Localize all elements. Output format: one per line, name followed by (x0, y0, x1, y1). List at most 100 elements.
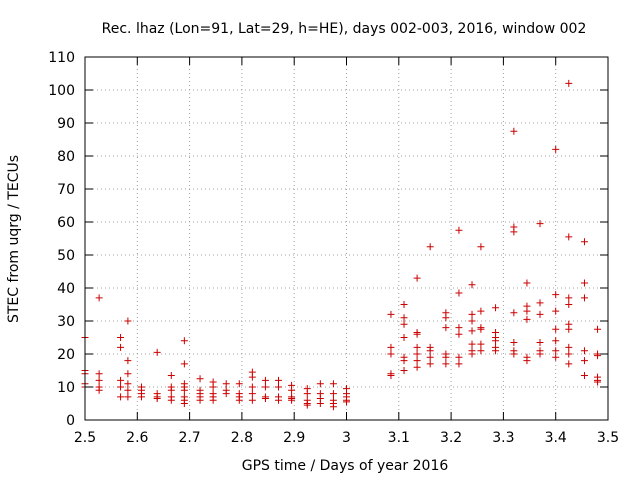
data-point (117, 383, 125, 391)
data-point (510, 350, 518, 358)
data-point (492, 337, 500, 345)
data-point (95, 376, 103, 384)
axis-ticks (84, 56, 609, 421)
data-point (565, 301, 573, 308)
data-point (275, 383, 283, 391)
data-point (196, 375, 204, 383)
data-point (137, 393, 145, 401)
data-point (523, 357, 531, 365)
data-point (209, 383, 217, 391)
y-tick-label: 70 (57, 182, 75, 198)
data-point (536, 310, 544, 318)
data-point (455, 226, 463, 234)
data-point (426, 360, 434, 368)
data-point (565, 233, 573, 241)
x-tick-label: 2.8 (231, 430, 253, 446)
grid-lines (85, 57, 608, 420)
data-point (180, 400, 188, 407)
data-point (536, 299, 544, 307)
data-point (413, 330, 421, 338)
data-point (594, 378, 602, 386)
y-tick-label: 50 (57, 248, 75, 264)
data-point (455, 324, 463, 332)
data-point (400, 301, 408, 308)
data-point (492, 304, 500, 312)
data-point (536, 338, 544, 346)
data-point (261, 376, 269, 384)
data-point (477, 307, 485, 315)
data-point (329, 380, 337, 388)
data-point (95, 370, 103, 378)
data-point (565, 325, 573, 333)
data-point (117, 343, 125, 351)
data-point (248, 373, 256, 381)
data-point (316, 380, 324, 388)
x-tick-label: 2.7 (178, 430, 200, 446)
data-point (523, 307, 531, 315)
x-tick-labels: 2.5 2.6 2.7 2.8 2.9 3 3.1 3.2 3.3 3.4 3.5 (74, 430, 619, 446)
data-point (261, 395, 269, 403)
data-point (413, 350, 421, 358)
data-point (124, 393, 132, 401)
data-point (329, 390, 337, 398)
data-point (455, 353, 463, 361)
data-point (552, 353, 560, 361)
x-tick-label: 2.9 (283, 430, 305, 446)
data-point (552, 325, 560, 333)
data-point (580, 238, 588, 246)
data-point (167, 386, 175, 394)
data-point (523, 315, 531, 323)
data-point (413, 357, 421, 365)
data-point (343, 398, 350, 406)
data-point (387, 371, 395, 379)
data-point (510, 228, 518, 236)
data-point (235, 396, 243, 404)
data-point (565, 79, 573, 87)
data-point (303, 390, 311, 398)
x-tick-label: 3 (342, 430, 351, 446)
y-tick-label: 40 (57, 281, 75, 297)
data-point (426, 353, 434, 361)
data-point (552, 347, 560, 355)
data-point (426, 243, 434, 251)
data-point (209, 396, 217, 404)
data-point (426, 347, 434, 355)
data-point (153, 395, 161, 403)
data-point (413, 274, 421, 282)
data-point (124, 386, 132, 394)
data-point (468, 317, 476, 325)
data-point (477, 325, 485, 333)
data-point (117, 334, 125, 341)
data-point (248, 396, 256, 404)
data-point (552, 291, 560, 299)
data-point (400, 314, 408, 322)
data-point (222, 390, 230, 398)
data-point (468, 350, 476, 358)
data-point (196, 396, 204, 404)
x-tick-label: 3.2 (440, 430, 462, 446)
data-point (565, 343, 573, 351)
y-tick-label: 110 (48, 50, 75, 66)
data-point (124, 370, 132, 378)
data-point (594, 352, 602, 360)
data-point (552, 307, 560, 315)
data-point (167, 371, 175, 379)
data-point (510, 309, 518, 317)
data-point (400, 320, 408, 328)
data-point (580, 371, 588, 379)
data-point (523, 279, 531, 287)
data-point (95, 294, 103, 302)
data-point (580, 294, 588, 302)
data-point (248, 390, 256, 398)
data-point (95, 386, 103, 394)
x-tick-label: 3.5 (597, 430, 619, 446)
x-tick-label: 2.6 (126, 430, 148, 446)
data-point (552, 145, 560, 153)
x-tick-label: 2.5 (74, 430, 96, 446)
data-point (261, 383, 269, 391)
data-point (442, 324, 450, 332)
data-point (124, 380, 132, 388)
y-tick-label: 80 (57, 149, 75, 165)
data-point (275, 376, 283, 384)
